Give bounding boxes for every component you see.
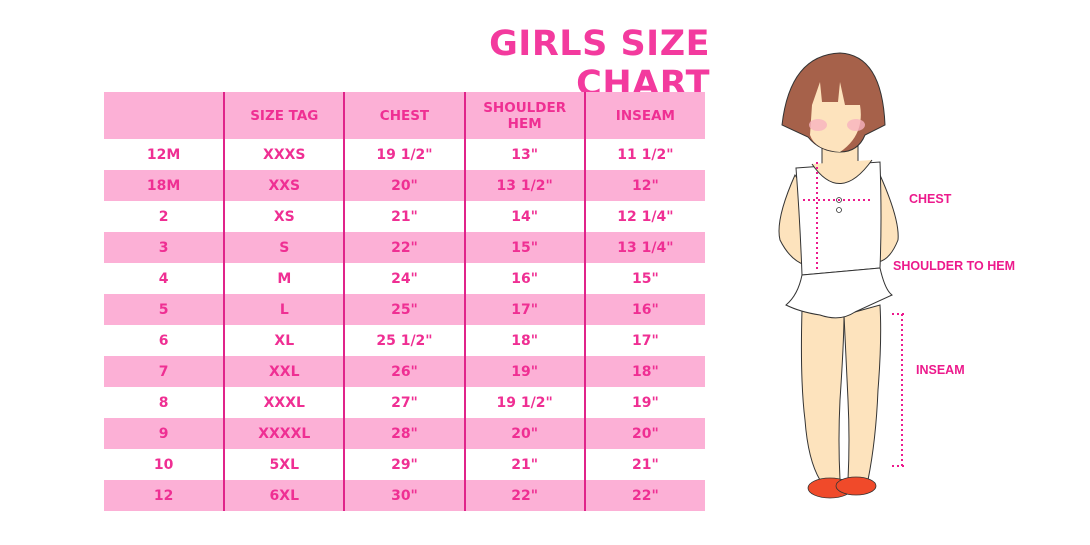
table-cell: 19 1/2" — [463, 387, 585, 418]
table-cell: 17" — [463, 294, 585, 325]
table-cell: 21" — [583, 449, 705, 480]
table-cell: 5 — [104, 294, 225, 325]
table-cell: L — [223, 294, 345, 325]
table-row: 3 S 22" 15" 13 1/4" — [104, 232, 705, 263]
table-cell: XXXXL — [223, 418, 345, 449]
table-cell: 18" — [463, 325, 585, 356]
table-row: 10 5XL 29" 21" 21" — [104, 449, 705, 480]
column-header: INSEAM — [583, 92, 705, 139]
table-cell: 10 — [104, 449, 225, 480]
chest-label: CHEST — [909, 192, 952, 206]
table-cell: 11 1/2" — [583, 139, 705, 170]
girl-illustration: CHEST SHOULDER TO HEM INSEAM — [760, 40, 1060, 514]
page-title: GIRLS SIZE CHART — [489, 24, 710, 104]
table-cell: 24" — [343, 263, 465, 294]
column-header: SHOULDER HEM — [463, 92, 585, 139]
table-row: 8 XXXL 27" 19 1/2" 19" — [104, 387, 705, 418]
table-cell: 4 — [104, 263, 225, 294]
table-cell: 22" — [583, 480, 705, 511]
table-cell: 9 — [104, 418, 225, 449]
table-cell: 27" — [343, 387, 465, 418]
table-cell: 26" — [343, 356, 465, 387]
table-cell: 21" — [463, 449, 585, 480]
size-table: SIZE TAG CHEST SHOULDER HEM INSEAM 12M XXXS 1… — [104, 92, 705, 511]
table-cell: 18" — [583, 356, 705, 387]
table-cell: 20" — [463, 418, 585, 449]
table-cell: 7 — [104, 356, 225, 387]
table-cell: 12" — [583, 170, 705, 201]
table-cell: S — [223, 232, 345, 263]
inseam-label: INSEAM — [916, 363, 965, 377]
table-cell: 19 1/2" — [343, 139, 465, 170]
table-row: 18M XXS 20" 13 1/2" 12" — [104, 170, 705, 201]
table-cell: 20" — [343, 170, 465, 201]
table-row: 6 XL 25 1/2" 18" 17" — [104, 325, 705, 356]
column-header: SIZE TAG — [223, 92, 345, 139]
table-cell: XXS — [223, 170, 345, 201]
table-cell: 6XL — [223, 480, 345, 511]
table-cell: 30" — [343, 480, 465, 511]
table-row: 12M XXXS 19 1/2" 13" 11 1/2" — [104, 139, 705, 170]
table-cell: 16" — [463, 263, 585, 294]
shoulder-to-hem-label: SHOULDER TO HEM — [893, 259, 1015, 273]
table-row: 7 XXL 26" 19" 18" — [104, 356, 705, 387]
table-cell: 19" — [583, 387, 705, 418]
table-cell: 16" — [583, 294, 705, 325]
table-cell: 20" — [583, 418, 705, 449]
table-cell: 22" — [343, 232, 465, 263]
table-cell: XL — [223, 325, 345, 356]
table-cell: 12 1/4" — [583, 201, 705, 232]
table-cell: 5XL — [223, 449, 345, 480]
table-cell: M — [223, 263, 345, 294]
table-cell: 19" — [463, 356, 585, 387]
table-row: 9 XXXXL 28" 20" 20" — [104, 418, 705, 449]
table-cell: 17" — [583, 325, 705, 356]
table-cell: 13 1/4" — [583, 232, 705, 263]
table-cell: 6 — [104, 325, 225, 356]
table-header: SIZE TAG CHEST SHOULDER HEM INSEAM — [104, 92, 705, 139]
table-cell: 25 1/2" — [343, 325, 465, 356]
table-cell: 3 — [104, 232, 225, 263]
table-row: 2 XS 21" 14" 12 1/4" — [104, 201, 705, 232]
table-cell: XXXS — [223, 139, 345, 170]
table-cell: 14" — [463, 201, 585, 232]
table-cell: 22" — [463, 480, 585, 511]
column-header — [104, 92, 225, 139]
table-cell: 12 — [104, 480, 225, 511]
table-cell: 8 — [104, 387, 225, 418]
table-cell: 15" — [583, 263, 705, 294]
column-header: CHEST — [343, 92, 465, 139]
table-cell: 29" — [343, 449, 465, 480]
table-cell: 13" — [463, 139, 585, 170]
table-row: 5 L 25" 17" 16" — [104, 294, 705, 325]
table-cell: XXXL — [223, 387, 345, 418]
table-cell: 13 1/2" — [463, 170, 585, 201]
table-cell: 21" — [343, 201, 465, 232]
table-cell: 18M — [104, 170, 225, 201]
table-cell: XS — [223, 201, 345, 232]
table-cell: 2 — [104, 201, 225, 232]
table-cell: 15" — [463, 232, 585, 263]
table-cell: 12M — [104, 139, 225, 170]
table-cell: 25" — [343, 294, 465, 325]
table-cell: 28" — [343, 418, 465, 449]
table-row: 12 6XL 30" 22" 22" — [104, 480, 705, 511]
table-cell: XXL — [223, 356, 345, 387]
table-row: 4 M 24" 16" 15" — [104, 263, 705, 294]
